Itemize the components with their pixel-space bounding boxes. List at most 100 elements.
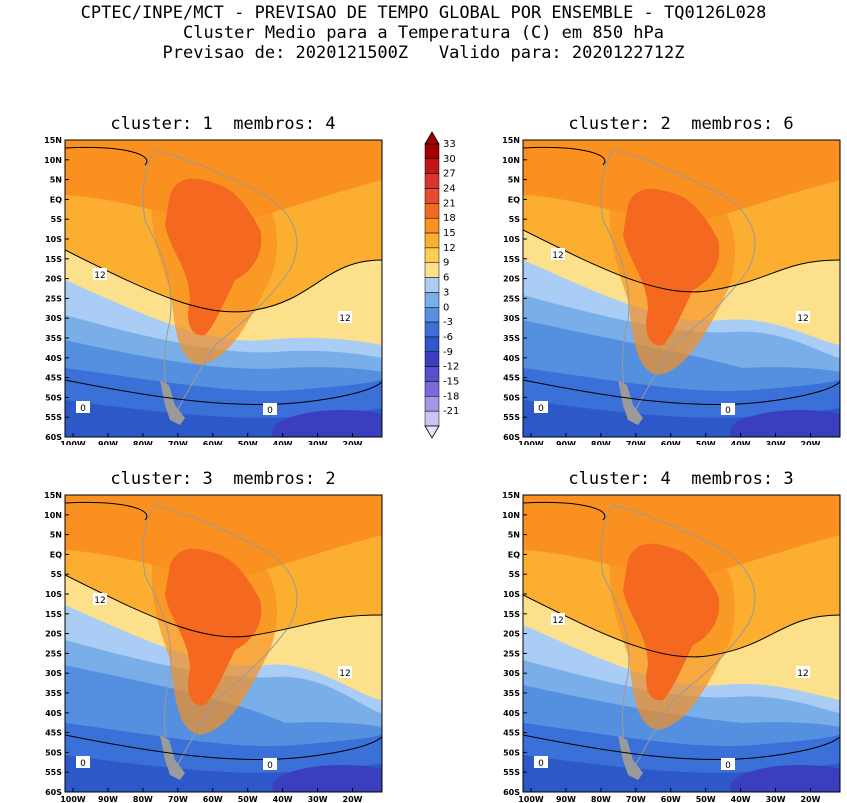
lon-label: 30W xyxy=(766,795,786,803)
lat-label: 40S xyxy=(503,709,520,718)
colorbar-label: 12 xyxy=(443,243,456,254)
lon-label: 100W xyxy=(518,795,544,803)
contour-label-box xyxy=(263,403,277,415)
lat-label: 45S xyxy=(45,729,62,738)
lat-label: 40S xyxy=(45,709,62,718)
lat-label: 60S xyxy=(45,788,62,797)
lon-label: 50W xyxy=(696,440,716,445)
lat-label: 35S xyxy=(45,689,62,698)
colorbar-swatch xyxy=(424,158,440,174)
lat-label: 5S xyxy=(51,215,63,224)
contour-21-north xyxy=(523,146,606,166)
lat-label: 60S xyxy=(503,788,520,797)
colorbar-swatch xyxy=(424,381,440,397)
patagonia-land xyxy=(618,380,643,425)
map-panel-4: 12 12 0 0 15N 10N 5N EQ 5S 10S 15S 20S 25S 30S 35S 40S 4… xyxy=(502,491,841,803)
lat-label: 55S xyxy=(45,768,62,777)
lat-label: 25S xyxy=(45,294,62,303)
contour-0 xyxy=(523,727,840,760)
contour-label: 0 xyxy=(80,404,86,414)
colorbar-label: -12 xyxy=(443,362,459,373)
lat-label: 5N xyxy=(508,531,520,540)
lat-label: 10S xyxy=(503,590,520,599)
lat-label: 15S xyxy=(503,610,520,619)
coastline xyxy=(142,149,298,416)
lat-label: 50S xyxy=(503,748,520,757)
lat-label: 10N xyxy=(44,511,62,520)
colorbar-label: -3 xyxy=(443,317,453,328)
colorbar-swatch xyxy=(424,307,440,323)
lon-label: 70W xyxy=(626,795,646,803)
lat-label: 20S xyxy=(45,630,62,639)
lat-label: 35S xyxy=(503,334,520,343)
map-panel-1: 12 12 0 0 15N 10N 5N EQ 5S 10S 15S 20S 25S 30S 35S 40S 4… xyxy=(44,136,383,445)
lat-label: 35S xyxy=(45,334,62,343)
colorbar-swatch xyxy=(424,321,440,338)
lon-label: 30W xyxy=(308,795,328,803)
lat-label: 60S xyxy=(45,433,62,442)
lon-label: 40W xyxy=(731,795,751,803)
temperature-field: 12 12 0 0 xyxy=(523,495,840,792)
colorbar-label: 15 xyxy=(443,228,456,239)
lon-label: 90W xyxy=(98,440,118,445)
lat-label: 10S xyxy=(45,235,62,244)
lon-label: 80W xyxy=(133,795,153,803)
lat-label: 55S xyxy=(503,413,520,422)
contour-label: 12 xyxy=(339,314,350,324)
lat-label: 45S xyxy=(503,374,520,383)
lat-label: 5S xyxy=(509,570,521,579)
contour-label: 12 xyxy=(797,669,808,679)
patagonia-land xyxy=(160,735,185,780)
contour-label-box xyxy=(534,401,548,413)
colorbar-bottom-arrow xyxy=(424,425,440,439)
lat-label: 25S xyxy=(503,294,520,303)
temperature-field: 12 12 0 0 xyxy=(65,140,382,437)
warm-core-top xyxy=(165,548,262,706)
lat-label: 30S xyxy=(45,314,62,323)
panel-3-title: cluster: 3 membros: 2 xyxy=(110,469,336,489)
lat-label: 5N xyxy=(50,176,62,185)
colorbar-label: 30 xyxy=(443,154,456,165)
contour-label-box xyxy=(76,401,90,413)
band-18-21 xyxy=(65,495,382,578)
contour-12 xyxy=(523,594,840,658)
contour-0 xyxy=(523,372,840,405)
lon-label: 20W xyxy=(343,795,363,803)
lat-label: 10N xyxy=(44,156,62,165)
lat-label: 5S xyxy=(509,215,521,224)
header-line-3: Previsao de: 2020121500Z Valido para: 20… xyxy=(162,43,685,63)
contour-label-box xyxy=(76,756,90,768)
panel-4-title: cluster: 4 membros: 3 xyxy=(568,469,794,489)
lon-label: 40W xyxy=(731,440,751,445)
lat-label: 55S xyxy=(503,768,520,777)
patagonia-land xyxy=(618,735,643,780)
lat-label: 35S xyxy=(503,689,520,698)
colorbar-label: 18 xyxy=(443,213,456,224)
colorbar-swatch xyxy=(424,188,440,204)
contour-label-box xyxy=(338,311,352,323)
map-panel-3: 12 12 0 0 15N 10N 5N EQ 5S 10S 15S 20S 25S 30S 35S 40S 4… xyxy=(44,491,383,803)
band-neg6-neg3 xyxy=(730,410,840,437)
map-frame xyxy=(64,494,383,793)
contour-label: 12 xyxy=(797,314,808,324)
contour-label: 0 xyxy=(538,759,544,769)
colorbar-swatch xyxy=(424,277,440,293)
lat-label: EQ xyxy=(50,195,62,204)
temperature-field: 12 12 0 0 xyxy=(65,495,382,792)
lon-label: 80W xyxy=(591,795,611,803)
colorbar-label: 9 xyxy=(443,258,449,269)
contour-label: 0 xyxy=(725,406,731,416)
panel-1-title: cluster: 1 membros: 4 xyxy=(110,114,336,134)
contour-label: 12 xyxy=(94,596,105,606)
lat-label: 45S xyxy=(45,374,62,383)
lat-label: 30S xyxy=(45,669,62,678)
colorbar-top-arrow xyxy=(424,131,440,145)
lat-label: 5N xyxy=(508,176,520,185)
lon-label: 90W xyxy=(556,795,576,803)
lon-label: 20W xyxy=(343,440,363,445)
colorbar-swatch xyxy=(424,351,440,367)
contour-12 xyxy=(523,229,840,293)
lat-label: 40S xyxy=(45,354,62,363)
colorbar-swatch xyxy=(424,203,440,219)
warm-core-top xyxy=(623,543,720,701)
